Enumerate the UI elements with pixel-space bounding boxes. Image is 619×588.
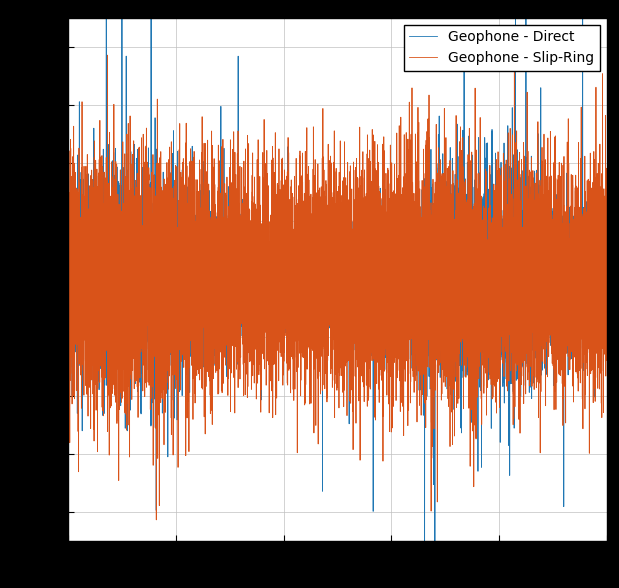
Geophone - Direct	[87, 260, 94, 267]
Line: Geophone - Slip-Ring: Geophone - Slip-Ring	[68, 55, 607, 520]
Geophone - Direct	[67, 308, 74, 315]
Geophone - Slip-Ring	[170, 259, 178, 266]
Geophone - Slip-Ring	[67, 276, 74, 283]
Geophone - Slip-Ring	[87, 214, 94, 221]
Legend: Geophone - Direct, Geophone - Slip-Ring: Geophone - Direct, Geophone - Slip-Ring	[404, 25, 600, 71]
Geophone - Direct	[64, 254, 72, 261]
Geophone - Direct	[603, 259, 610, 266]
Geophone - Direct	[574, 221, 582, 228]
Geophone - Direct	[170, 278, 178, 285]
Geophone - Direct	[327, 272, 335, 279]
Geophone - Slip-Ring	[104, 52, 111, 59]
Geophone - Slip-Ring	[603, 219, 610, 226]
Line: Geophone - Direct: Geophone - Direct	[68, 0, 607, 588]
Geophone - Slip-Ring	[153, 516, 160, 523]
Geophone - Direct	[97, 298, 104, 305]
Geophone - Slip-Ring	[97, 219, 104, 226]
Geophone - Slip-Ring	[64, 339, 72, 346]
Geophone - Slip-Ring	[574, 303, 582, 310]
Geophone - Slip-Ring	[327, 299, 335, 306]
